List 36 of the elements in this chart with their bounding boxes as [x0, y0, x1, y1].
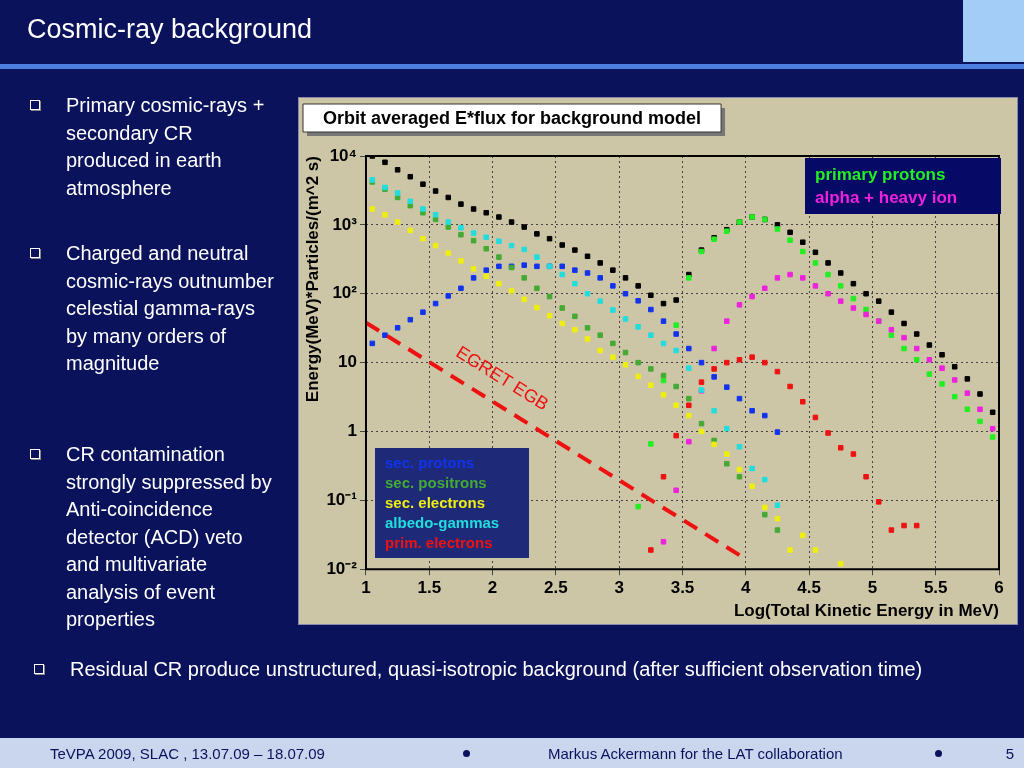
x-tick-label: 1 [361, 578, 371, 598]
x-tick-label: 3 [614, 578, 624, 598]
text: Markus Ackermann for the LAT collaboration [548, 745, 843, 762]
x-tick-label: 4 [741, 578, 752, 598]
y-tick-label: 10⁻² [326, 558, 358, 578]
x-tick-label: 6 [994, 578, 1004, 598]
x-tick-label: 2.5 [544, 578, 568, 598]
x-tick-label: 3.5 [670, 578, 695, 598]
x-axis-title: Log(Total Kinetic Energy in MeV) [733, 601, 999, 621]
chart-subtitle: Cosmic-ray background [27, 14, 313, 45]
text: Residual CR produce unstructured, quasi-isotropic background (after sufficient observation time) [70, 657, 924, 682]
y-tick-label: 10⁻¹ [326, 490, 358, 510]
text: sec. electrons [384, 493, 487, 514]
text: albedo-gammas [384, 513, 501, 534]
y-tick-label: 10⁴ [329, 145, 357, 165]
x-tick-label: 2 [487, 578, 498, 598]
text: primary protons [815, 164, 947, 186]
text: alpha + heavy ion [815, 187, 959, 209]
text: Primary cosmic-rays + secondary CR produced in earth atmosphere [66, 93, 266, 201]
text: sec. protons [384, 453, 476, 474]
x-tick-label: 5.5 [923, 578, 948, 598]
text: CR contamination strongly suppressed by Anti-coincidence detector (ACD) veto and multivariate analysis of event properties [66, 442, 273, 632]
text: 5 [1005, 745, 1014, 762]
text: TeVPA 2009, SLAC , 13.07.09 – 18.07.09 [50, 745, 325, 762]
y-tick-label: 10³ [332, 214, 358, 234]
x-tick-label: 1.5 [417, 578, 442, 598]
y-tick-label: 10 [338, 352, 357, 372]
text: prim. electrons [384, 533, 494, 554]
text: sec. positrons [384, 473, 488, 494]
text: Charged and neutral cosmic-rays outnumber celestial gamma-rays by many orders of magnitude [66, 241, 275, 376]
y-tick-label: 1 [347, 421, 357, 441]
x-tick-label: 5 [867, 578, 878, 598]
y-tick-label: 10² [332, 283, 358, 303]
x-tick-label: 4.5 [797, 578, 821, 598]
chart-title: Orbit averaged E*flux for background model [323, 107, 702, 128]
y-axis-title: Energy(MeV)*Particles/(m^2 s) [302, 156, 322, 403]
